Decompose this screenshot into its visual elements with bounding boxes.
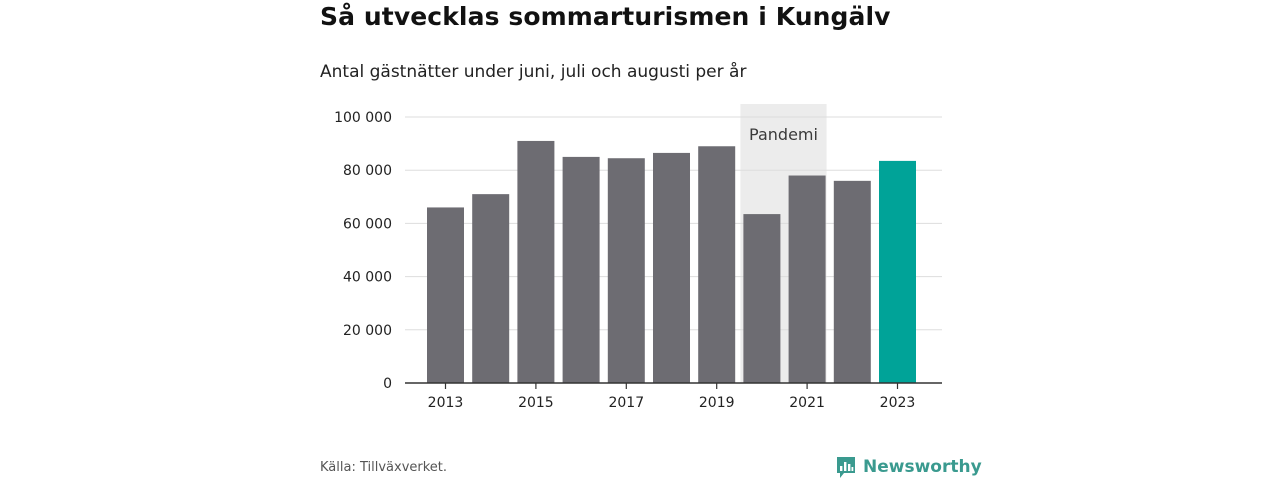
bar-2019 xyxy=(698,146,736,383)
y-tick-label: 100 000 xyxy=(334,110,392,126)
bar-2022 xyxy=(833,180,871,383)
chart-subtitle: Antal gästnätter under juni, juli och au… xyxy=(320,62,747,82)
y-tick-label: 80 000 xyxy=(343,163,392,179)
chart-title: Så utvecklas sommarturismen i Kungälv xyxy=(320,2,891,31)
brand-name: Newsworthy xyxy=(863,457,982,477)
x-tick-label: 2015 xyxy=(518,395,554,411)
brand-logo: Newsworthy xyxy=(835,455,982,479)
y-tick-label: 0 xyxy=(383,376,392,392)
bar-2018 xyxy=(653,152,690,383)
x-tick-label: 2013 xyxy=(428,395,464,411)
bar-2016 xyxy=(562,156,600,383)
x-tick-label: 2021 xyxy=(789,395,825,411)
bar-2017 xyxy=(607,158,645,383)
y-tick-label: 20 000 xyxy=(343,323,392,339)
y-tick-label: 60 000 xyxy=(343,216,392,232)
x-tick-label: 2017 xyxy=(608,395,644,411)
source-note: Källa: Tillväxverket. xyxy=(320,460,448,475)
x-tick-label: 2023 xyxy=(880,395,916,411)
bar-2015 xyxy=(517,140,555,383)
bar-2013 xyxy=(427,207,464,383)
x-tick-label: 2019 xyxy=(699,395,735,411)
bar-2021 xyxy=(788,175,826,383)
newsworthy-logo-icon xyxy=(837,457,855,478)
bar-2023 xyxy=(879,160,916,383)
pandemic-label: Pandemi xyxy=(749,125,818,144)
bar-2020 xyxy=(743,214,781,383)
bar-2014 xyxy=(472,194,510,383)
y-tick-label: 40 000 xyxy=(343,270,392,286)
